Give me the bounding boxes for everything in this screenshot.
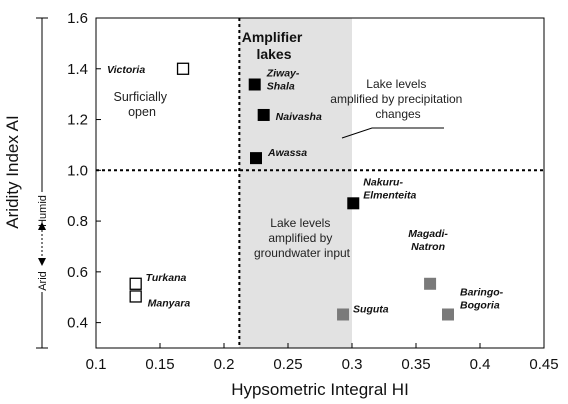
x-axis-title: Hypsometric Integral HI xyxy=(231,380,409,399)
precipitation-line-2: amplified by precipitation xyxy=(330,92,462,106)
label-victoria: Victoria xyxy=(107,64,145,76)
x-tick-label: 0.35 xyxy=(401,356,430,373)
plot-border xyxy=(95,17,545,349)
label-turkana: Turkana xyxy=(146,272,187,284)
groundwater-line-1: Lake levels xyxy=(270,216,330,230)
groundwater-line-3: groundwater input xyxy=(254,246,351,260)
point-labels: Victoria Turkana Manyara Ziway-Shala Naivash… xyxy=(107,64,504,316)
point-manyara xyxy=(129,290,142,303)
x-tick-label: 0.25 xyxy=(273,356,302,373)
point-victoria xyxy=(176,62,190,75)
surficially-open-line-1: Surficially xyxy=(114,90,168,104)
label-awassa: Awassa xyxy=(267,147,307,159)
surficially-open-label: Surficially open xyxy=(114,90,171,119)
x-tick-label: 0.1 xyxy=(86,356,107,373)
humid-arrow-icon xyxy=(38,222,46,230)
amplifier-lakes-title: Amplifier lakes xyxy=(242,29,307,62)
label-naivasha: Naivasha xyxy=(276,111,322,123)
y-tick-label: 1.2 xyxy=(67,112,88,129)
amplifier-shaded-region xyxy=(239,18,352,348)
precipitation-line-1: Lake levels xyxy=(366,77,426,91)
surficially-open-line-2: open xyxy=(128,105,156,119)
precipitation-line-3: changes xyxy=(375,107,420,121)
precipitation-leader-line xyxy=(341,127,444,139)
x-tick-label: 0.3 xyxy=(342,356,363,373)
point-turkana xyxy=(129,277,142,290)
groundwater-line-2: amplified by xyxy=(268,231,332,245)
x-tick-label: 0.2 xyxy=(214,356,235,373)
y-tick-label: 0.4 xyxy=(67,315,88,332)
amplifier-title-line-2: lakes xyxy=(256,46,291,62)
groundwater-annotation: Lake levels amplified by groundwater inp… xyxy=(254,216,351,260)
x-tick-label: 0.4 xyxy=(470,356,491,373)
y-axis-ticks: 0.4 0.6 0.8 1.0 1.2 1.4 1.6 xyxy=(67,10,101,332)
x-tick-label: 0.15 xyxy=(145,356,174,373)
y-tick-label: 0.8 xyxy=(67,213,88,230)
label-magadi-natron: Magadi-Natron xyxy=(408,228,448,253)
humid-label: Humid xyxy=(37,195,49,227)
y-tick-label: 1.0 xyxy=(67,162,88,179)
point-suguta xyxy=(337,308,350,321)
label-nakuru-elmenteita: Nakuru-Elmenteita xyxy=(363,176,416,201)
point-baringo-bogoria xyxy=(442,308,454,321)
x-axis-ticks: 0.1 0.15 0.2 0.25 0.3 0.35 0.4 0.45 xyxy=(86,343,559,373)
label-manyara: Manyara xyxy=(148,297,191,309)
point-naivasha xyxy=(257,108,270,121)
humid-arid-scale: Humid Arid xyxy=(34,17,50,349)
point-awassa xyxy=(250,152,262,165)
y-axis-title: Aridity Index AI xyxy=(3,115,22,228)
arid-arrow-icon xyxy=(38,258,46,266)
point-nakuru-elmenteita xyxy=(347,197,360,210)
precipitation-annotation: Lake levels amplified by precipitation c… xyxy=(330,77,465,121)
plot-frame xyxy=(95,17,545,349)
point-ziway-shala xyxy=(248,78,261,91)
data-points xyxy=(129,62,454,321)
point-magadi-natron xyxy=(424,277,437,290)
label-suguta: Suguta xyxy=(353,303,389,315)
y-tick-label: 1.6 xyxy=(67,10,88,27)
amplifier-title-line-1: Amplifier xyxy=(242,29,303,45)
label-baringo-bogoria: Baringo-Bogoria xyxy=(460,286,504,311)
y-tick-label: 0.6 xyxy=(67,264,88,281)
label-ziway-shala: Ziway-Shala xyxy=(266,68,300,93)
y-tick-label: 1.4 xyxy=(67,61,88,78)
arid-label: Arid xyxy=(37,271,49,291)
x-tick-label: 0.45 xyxy=(529,356,558,373)
